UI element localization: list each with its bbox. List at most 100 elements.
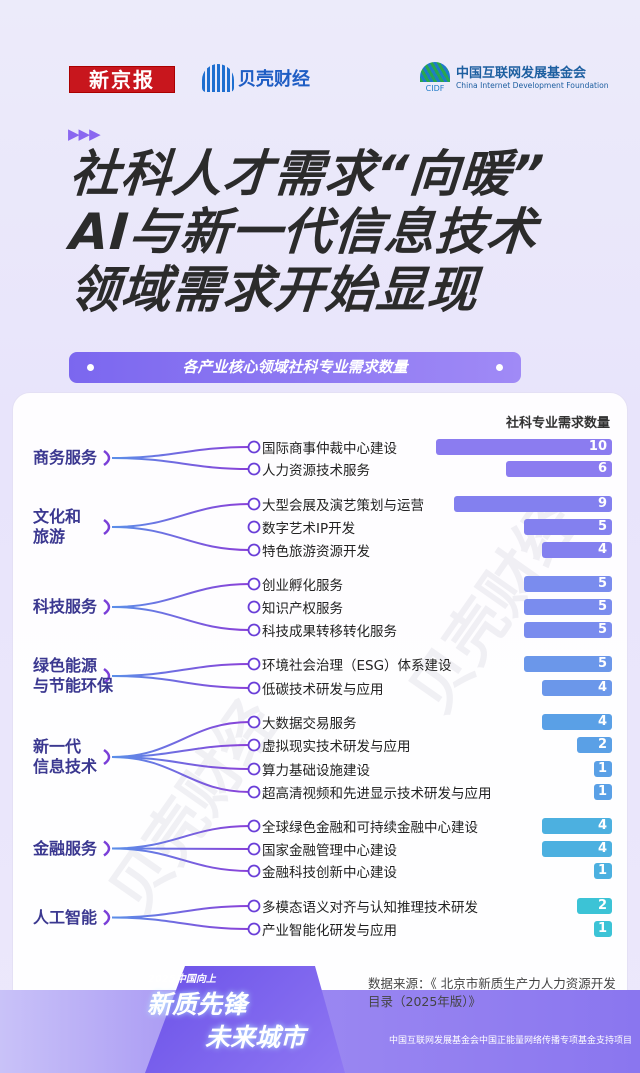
badge-small-text: 2025中国向上 [148,974,216,985]
bar-value-label: 6 [597,461,607,476]
bar: 5 [524,599,612,615]
node-circle-icon [247,681,261,695]
link-curve [111,847,251,872]
node-circle-icon [247,497,261,511]
bracket-icon [103,840,111,857]
bar-value-label: 4 [597,680,607,695]
cidf-en-name: China Internet Development Foundation [456,81,609,90]
item-label: 数字艺术IP开发 [262,521,356,537]
link-curve [111,446,251,459]
dot-icon [87,364,94,371]
item-label: 低碳技术研发与应用 [262,682,384,698]
node-circle-icon [247,543,261,557]
xjbao-logo: 新京报 [69,66,175,93]
bar: 2 [576,737,612,753]
item-label: 多模态语义对齐与认知推理技术研发 [262,900,478,916]
category-label: 新一代 信息技术 [33,737,98,776]
link-curve [111,825,251,850]
item-label: 国际商事仲裁中心建设 [262,441,397,457]
beike-logo-text: 贝壳财经 [238,69,310,90]
link-curve [111,457,251,470]
item-label: 超高清视频和先进显示技术研发与应用 [262,786,492,802]
bar-value-label: 4 [597,542,607,557]
node-circle-icon [247,762,261,776]
category-label: 科技服务 [33,597,98,616]
bar: 5 [524,519,612,535]
bar-value-label: 5 [597,519,607,534]
bar-value-label: 4 [597,818,607,833]
item-label: 产业智能化研发与应用 [262,923,397,939]
link-curve [111,503,251,528]
bar: 5 [524,576,612,592]
bar: 5 [524,656,612,672]
item-label: 全球绿色金融和可持续金融中心建设 [262,820,478,836]
support-note: 中国互联网发展基金会中国正能量网络传播专项基金支持项目 [388,1036,632,1046]
bar-value-label: 5 [597,656,607,671]
bar: 6 [506,461,612,477]
value-column-header: 社科专业需求数量 [505,416,610,431]
badge-line-1: 新质先锋 [147,990,248,1019]
cidf-cn-name: 中国互联网发展基金会 [456,66,587,81]
node-circle-icon [247,785,261,799]
cidf-logo: CIDF 中国互联网发展基金会 China Internet Developmen… [420,62,609,93]
item-label: 知识产权服务 [262,601,343,617]
bar: 4 [541,714,612,730]
item-label: 金融科技创新中心建设 [262,865,397,881]
bar-value-label: 1 [597,761,607,776]
item-label: 环境社会治理（ESG）体系建设 [262,658,452,674]
bar-value-label: 4 [597,714,607,729]
item-label: 人力资源技术服务 [262,463,370,479]
link-curve [111,905,251,919]
node-circle-icon [247,577,261,591]
item-label: 大型会展及演艺策划与运营 [262,498,424,514]
link-curve [111,583,251,608]
bar: 5 [524,622,612,638]
bar-value-label: 1 [597,921,607,936]
node-circle-icon [247,864,261,878]
item-label: 创业孵化服务 [262,578,343,594]
item-label: 大数据交易服务 [262,716,357,732]
link-curve [111,675,251,689]
cidf-abbr: CIDF [425,84,445,93]
category-label: 商务服务 [33,448,98,467]
bar: 1 [594,761,612,777]
bar: 4 [541,841,612,857]
bracket-icon [103,667,111,685]
dot-icon [496,364,503,371]
data-source: 数据来源：《 北京市新质生产力人力资源开发目录（2025年版）》 [368,976,616,1009]
chart-subtitle: 各产业核心领域社科专业需求数量 [182,358,408,376]
node-circle-icon [247,899,261,913]
bar-value-label: 5 [597,622,607,637]
bar-value-label: 1 [597,784,607,799]
bar: 1 [594,921,612,937]
item-label: 算力基础设施建设 [262,763,370,779]
link-curve [111,663,251,677]
bar: 10 [436,439,612,455]
node-circle-icon [247,462,261,476]
triple-arrow-icon: ▶▶▶ [68,125,101,143]
link-curve [111,916,251,930]
bar: 1 [594,863,612,879]
bracket-icon [103,598,111,616]
bracket-icon [103,449,111,467]
link-curve [111,756,251,793]
beike-logo: 贝壳财经 [202,64,310,92]
bar-value-label: 10 [588,439,607,454]
category-label: 人工智能 [33,907,98,927]
node-circle-icon [247,922,261,936]
node-circle-icon [247,819,261,833]
category-label: 金融服务 [33,838,98,858]
category-label: 绿色能源 与节能环保 [33,656,114,695]
shell-icon [202,64,234,92]
bar-value-label: 2 [597,898,607,913]
bracket-icon [103,909,111,926]
bar: 2 [576,898,612,914]
node-circle-icon [247,738,261,752]
bar-value-label: 5 [597,576,607,591]
item-label: 虚拟现实技术研发与应用 [262,739,411,755]
node-circle-icon [247,623,261,637]
badge-line-2: 未来城市 [205,1023,306,1052]
node-circle-icon [247,440,261,454]
bar-value-label: 2 [597,737,607,752]
